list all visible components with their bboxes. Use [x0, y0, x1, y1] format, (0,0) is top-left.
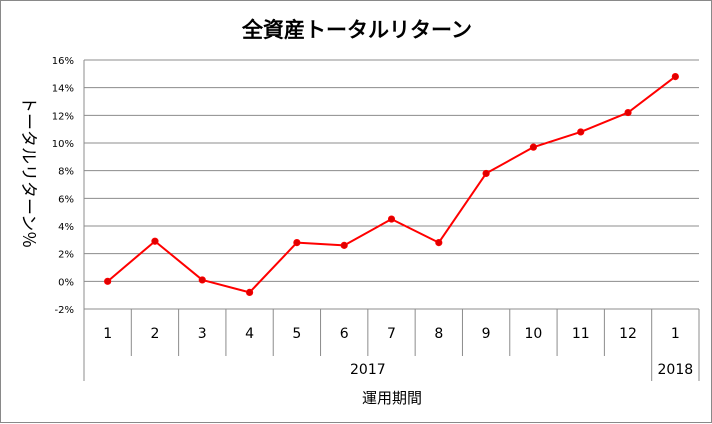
chart-title: 全資産トータルリターン	[241, 18, 472, 42]
y-tick-label: 0%	[58, 277, 74, 288]
x-tick-label: 4	[245, 326, 254, 342]
data-point	[151, 237, 159, 245]
y-tick-label: 10%	[52, 139, 74, 150]
y-tick-label: 6%	[58, 194, 74, 205]
y-tick-label: 4%	[58, 222, 74, 233]
data-point	[435, 239, 443, 247]
x-tick-label: 1	[103, 326, 112, 342]
data-point	[482, 169, 490, 178]
y-axis-label: トータルリターン％	[18, 96, 38, 248]
y-tick-label: 2%	[58, 250, 74, 261]
data-point	[577, 128, 585, 136]
data-point	[245, 288, 254, 296]
data-point	[104, 277, 112, 285]
y-tick-label: -2%	[55, 305, 74, 316]
y-tick-label: 8%	[58, 167, 74, 178]
data-point	[529, 143, 538, 151]
x-tick-label: 10	[525, 326, 543, 342]
y-axis-ticks: 16% 14% 12% 10% 8% 6% 4% 2% 0% -2%	[52, 56, 74, 316]
data-point	[387, 215, 396, 223]
series-line	[107, 75, 676, 294]
data-point	[198, 276, 206, 284]
data-point	[340, 241, 348, 249]
y-tick-label: 12%	[52, 111, 74, 122]
gridlines	[83, 59, 700, 381]
series-layer	[104, 73, 679, 296]
x-tick-label: 8	[434, 326, 443, 342]
x-group-label: 2018	[658, 362, 694, 378]
y-tick-label: 14%	[52, 84, 74, 95]
x-group-label: 2017	[350, 362, 386, 378]
data-point	[671, 73, 679, 81]
y-tick-label: 16%	[52, 56, 74, 67]
data-point	[293, 239, 301, 247]
data-point	[624, 108, 632, 117]
x-axis-label: 運用期間	[362, 389, 422, 407]
x-tick-label: 5	[292, 326, 301, 342]
x-tick-label: 6	[340, 326, 349, 342]
x-tick-label: 11	[572, 326, 590, 342]
x-tick-label: 3	[198, 326, 207, 342]
x-tick-label: 9	[482, 326, 491, 342]
x-tick-label: 12	[619, 326, 637, 342]
x-tick-label: 1	[671, 326, 680, 342]
x-tick-label: 7	[387, 326, 396, 342]
x-tick-label: 2	[151, 326, 160, 342]
x-axis-groups: 2017 2018	[350, 362, 693, 378]
x-axis-ticks: 1 2 3 4 5 6 7 8 9 10 11 12 1	[103, 326, 680, 342]
